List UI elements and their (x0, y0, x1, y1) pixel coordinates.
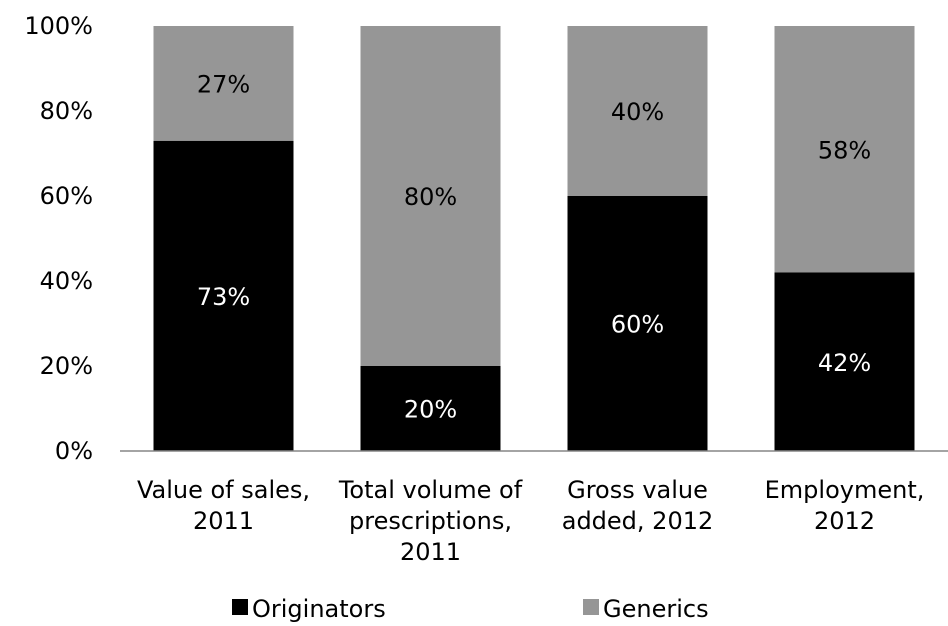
axes-layer: 0% 20% 40% 60% 80% 100% Value of sales, 2011 Tot… (24, 12, 948, 566)
data-label: 42% (818, 349, 871, 377)
bar-segment-generics (153, 26, 294, 141)
legend: Originators Generics (232, 595, 709, 623)
data-label: 20% (404, 396, 457, 424)
bars-layer (153, 26, 915, 451)
bar-segment-generics (774, 26, 915, 273)
data-label: 80% (404, 183, 457, 211)
x-category-label: Total volume of prescriptions, 2011 (338, 476, 523, 566)
x-category-label: Gross value added, 2012 (562, 476, 714, 535)
bar-segment-originators (567, 196, 708, 451)
data-label: 58% (818, 136, 871, 164)
bar-segment-originators (153, 140, 294, 451)
bar-segment-generics (360, 26, 501, 366)
y-tick-label: 100% (24, 12, 93, 40)
data-label: 73% (197, 283, 250, 311)
x-category-label: Value of sales, 2011 (137, 476, 310, 535)
bar-segment-originators (774, 272, 915, 451)
data-label: 60% (611, 311, 664, 339)
bar-segment-generics (567, 26, 708, 196)
legend-swatch-generics (583, 599, 599, 615)
legend-swatch-originators (232, 599, 248, 615)
legend-label-originators: Originators (252, 595, 386, 622)
y-tick-label: 40% (40, 267, 93, 295)
x-category-label: Employment, 2012 (765, 476, 925, 535)
y-tick-label: 80% (40, 97, 93, 125)
y-tick-label: 60% (40, 182, 93, 210)
y-tick-label: 20% (40, 352, 93, 380)
data-label: 27% (197, 70, 250, 98)
y-tick-label: 0% (55, 437, 93, 465)
legend-label-generics: Generics (603, 595, 709, 622)
data-label: 40% (611, 98, 664, 126)
bar-labels-layer: 73% 27% 20% 80% 60% 40% 42% 58% (197, 70, 871, 423)
bar-segment-originators (360, 366, 501, 451)
